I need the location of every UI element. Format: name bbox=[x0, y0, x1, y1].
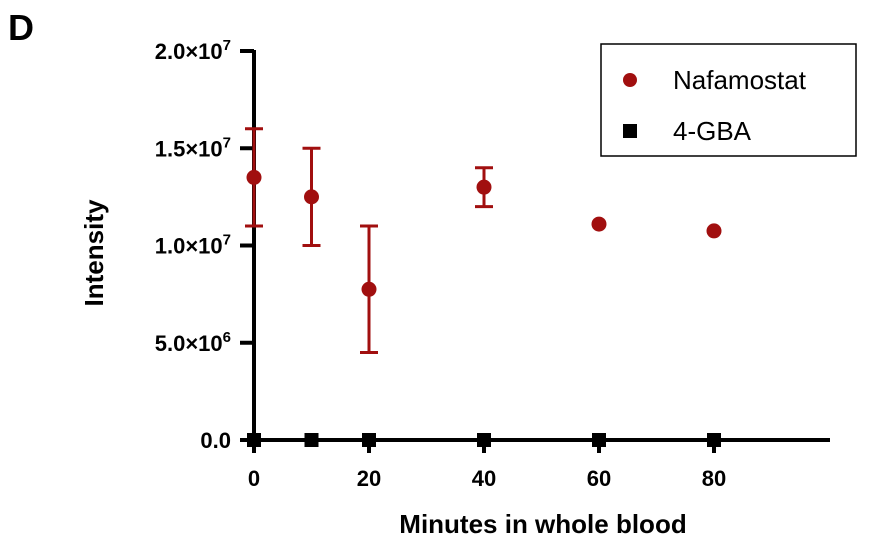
data-series bbox=[245, 127, 722, 447]
data-point bbox=[477, 433, 491, 447]
data-point bbox=[304, 189, 319, 205]
series-nafamostat bbox=[245, 127, 722, 354]
legend-marker-nafamostat bbox=[623, 73, 637, 87]
legend-box bbox=[600, 43, 857, 157]
data-point bbox=[706, 223, 722, 239]
y-tick-exponent: 6 bbox=[223, 329, 231, 346]
data-point bbox=[476, 179, 492, 195]
legend-marker-4-gba bbox=[623, 124, 637, 138]
data-point bbox=[304, 433, 319, 447]
y-tick-exponent: 7 bbox=[223, 232, 231, 249]
y-axis-title: Intensity bbox=[79, 199, 109, 306]
y-tick-label: 0.0 bbox=[200, 428, 231, 453]
data-point bbox=[707, 433, 721, 447]
data-point bbox=[591, 216, 607, 232]
x-axis-ticks: 0 20 40 60 80 bbox=[248, 440, 726, 491]
x-tick-label: 40 bbox=[472, 466, 496, 491]
x-tick-label: 0 bbox=[248, 466, 260, 491]
plot-area: 0.0 5.0×106 1.0×107 1.5×107 2.0×107 0 20 40 60 8… bbox=[155, 37, 830, 491]
data-point bbox=[247, 433, 261, 447]
legend-label-nafamostat: Nafamostat bbox=[673, 65, 807, 95]
panel-label: D bbox=[8, 7, 34, 48]
data-point bbox=[592, 433, 606, 447]
legend-label-4-gba: 4-GBA bbox=[673, 116, 752, 146]
y-tick-exponent: 7 bbox=[223, 37, 231, 54]
y-tick-label: 2.0×107 bbox=[155, 37, 231, 64]
data-point bbox=[362, 433, 376, 447]
y-tick-label: 5.0×106 bbox=[155, 329, 231, 356]
x-axis-title: Minutes in whole blood bbox=[399, 509, 686, 539]
y-tick-label: 1.5×107 bbox=[155, 134, 231, 161]
x-tick-label: 20 bbox=[357, 466, 381, 491]
y-tick-exponent: 7 bbox=[223, 134, 231, 151]
x-tick-label: 80 bbox=[702, 466, 726, 491]
legend: Nafamostat 4-GBA bbox=[600, 43, 857, 157]
y-axis-ticks: 0.0 5.0×106 1.0×107 1.5×107 2.0×107 bbox=[155, 37, 254, 453]
data-point bbox=[361, 281, 377, 297]
series-4-gba bbox=[247, 433, 721, 447]
x-tick-label: 60 bbox=[587, 466, 611, 491]
y-tick-label: 1.0×107 bbox=[155, 232, 231, 259]
data-point bbox=[246, 169, 262, 185]
